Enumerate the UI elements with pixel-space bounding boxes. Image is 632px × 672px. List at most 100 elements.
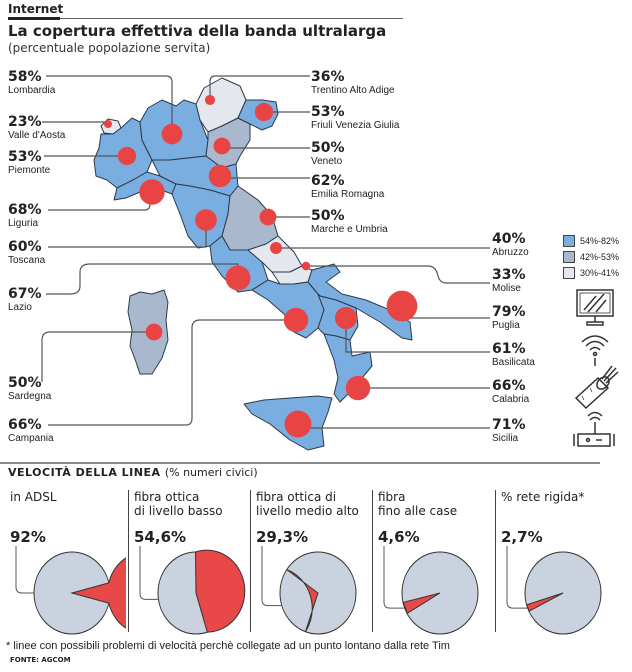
value-lombardia: 58% — [8, 69, 42, 85]
label-trentino: 36% Trentino Alto Adige — [311, 70, 395, 97]
pie-slice-value — [70, 557, 126, 629]
coverage-dot-abruzzo — [270, 242, 282, 254]
monitor-icon — [576, 289, 614, 326]
icon-column — [573, 289, 619, 447]
value-calabria: 66% — [492, 378, 526, 394]
coverage-dot-sardegna — [145, 323, 163, 341]
name-liguria: Liguria — [8, 218, 39, 229]
value-trentino: 36% — [311, 69, 345, 85]
pie-chart — [506, 546, 602, 635]
coverage-dot-emilia-romagna — [208, 164, 232, 188]
legend-swatch-mid — [563, 251, 575, 263]
label-abruzzo: 40% Abruzzo — [492, 232, 529, 259]
label-toscana: 60% Toscana — [8, 240, 45, 267]
section-divider — [0, 462, 600, 464]
name-lombardia: Lombardia — [8, 85, 56, 96]
legend-item-mid: 42%-53% — [563, 249, 619, 265]
column-divider — [495, 490, 496, 632]
label-campania: 66% Campania — [8, 418, 54, 445]
name-sicilia: Sicilia — [492, 433, 519, 444]
label-lazio: 67% Lazio — [8, 287, 42, 314]
label-marche-umbria: 50% Marche e Umbria — [311, 209, 388, 236]
pie-value: 54,6% — [134, 528, 187, 546]
pie-label: fibra ottica di livello basso — [134, 490, 223, 518]
coverage-dot-lombardia — [161, 123, 183, 145]
legend-label-mid: 42%-53% — [580, 252, 620, 262]
name-basilicata: Basilicata — [492, 357, 535, 368]
coverage-dot-marche-e-umbria — [259, 208, 277, 226]
wifi-router-icon — [573, 411, 615, 447]
pie-chart — [139, 546, 246, 635]
value-liguria: 68% — [8, 202, 42, 218]
wifi-antenna-icon — [581, 335, 609, 366]
coverage-dot-valle-d-aosta — [104, 120, 112, 128]
value-valle-daosta: 23% — [8, 114, 42, 130]
value-toscana: 60% — [8, 239, 42, 255]
pie-leader-line — [139, 546, 159, 600]
name-calabria: Calabria — [492, 394, 530, 405]
label-basilicata: 61% Basilicata — [492, 342, 535, 369]
legend-label-low: 30%-41% — [580, 268, 620, 278]
name-molise: Molise — [492, 283, 521, 294]
legend-label-high: 54%-82% — [580, 236, 620, 246]
coverage-dot-sicilia — [284, 410, 312, 438]
chart-title: La copertura effettiva della banda ultra… — [8, 22, 387, 40]
coverage-dot-basilicata — [334, 306, 358, 330]
value-abruzzo: 40% — [492, 231, 526, 247]
label-molise: 33% Molise — [492, 268, 526, 295]
label-veneto: 50% Veneto — [311, 141, 345, 168]
value-puglia: 79% — [492, 304, 526, 320]
value-emilia: 62% — [311, 173, 345, 189]
coverage-dot-veneto — [213, 137, 231, 155]
coverage-dots — [104, 94, 418, 438]
name-veneto: Veneto — [311, 156, 343, 167]
name-toscana: Toscana — [8, 255, 46, 266]
name-piemonte: Piemonte — [8, 165, 51, 176]
value-sardegna: 50% — [8, 375, 42, 391]
coverage-dot-trentino-alto-adige — [204, 94, 216, 106]
name-abruzzo: Abruzzo — [492, 247, 529, 258]
speed-section-title: VELOCITÀ DELLA LINEA (% numeri civici) — [8, 466, 258, 479]
column-divider — [128, 490, 129, 632]
name-friuli: Friuli Venezia Giulia — [311, 120, 400, 131]
kicker-underline — [8, 17, 60, 20]
header-rule — [8, 18, 403, 19]
coverage-dot-toscana — [195, 209, 217, 231]
kicker: Internet — [8, 2, 64, 16]
name-sardegna: Sardegna — [8, 391, 52, 402]
pie-column: % rete rigida* 2,7% — [497, 490, 617, 635]
pie-label: fibra fino alle case — [378, 490, 458, 518]
name-marche-umbria: Marche e Umbria — [311, 224, 388, 235]
chart-subtitle: (percentuale popolazione servita) — [8, 41, 211, 55]
value-campania: 66% — [8, 417, 42, 433]
name-trentino: Trentino Alto Adige — [311, 85, 395, 96]
label-puglia: 79% Puglia — [492, 305, 526, 332]
legend-item-high: 54%-82% — [563, 233, 619, 249]
label-lombardia: 58% Lombardia — [8, 70, 55, 97]
value-basilicata: 61% — [492, 341, 526, 357]
label-liguria: 68% Liguria — [8, 203, 42, 230]
italy-map — [41, 75, 490, 451]
pie-column: fibra ottica di livello medio alto 29,3% — [252, 490, 372, 635]
pie-column: fibra fino alle case 4,6% — [374, 490, 494, 635]
value-lazio: 67% — [8, 286, 42, 302]
value-molise: 33% — [492, 267, 526, 283]
pie-chart — [15, 546, 126, 635]
speed-title-note: (% numeri civici) — [164, 466, 258, 479]
column-divider — [372, 490, 373, 632]
legend-swatch-low — [563, 267, 575, 279]
coverage-dot-friuli-venezia-giulia — [254, 102, 274, 122]
coverage-dot-molise — [301, 261, 311, 271]
pie-slice-value — [195, 549, 246, 633]
label-valle-daosta: 23% Valle d'Aosta — [8, 115, 65, 142]
pie-slice-value — [525, 592, 564, 613]
label-piemonte: 53% Piemonte — [8, 150, 50, 177]
pie-slice-value — [402, 592, 441, 615]
column-divider — [250, 490, 251, 632]
coverage-dot-calabria — [345, 375, 371, 401]
value-sicilia: 71% — [492, 417, 526, 433]
pie-slice-value — [286, 569, 319, 632]
pie-column: fibra ottica di livello basso 54,6% — [130, 490, 250, 635]
label-calabria: 66% Calabria — [492, 379, 529, 406]
name-lazio: Lazio — [8, 302, 32, 313]
